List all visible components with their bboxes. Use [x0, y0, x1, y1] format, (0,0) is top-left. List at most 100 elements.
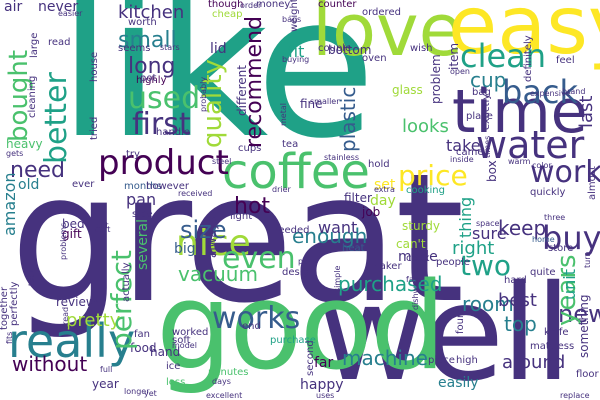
word-extra: extra	[374, 185, 395, 194]
word-gift: gift	[62, 227, 82, 241]
word-though: though	[208, 0, 244, 10]
word-made: made	[398, 249, 438, 265]
word-lid: lid	[210, 41, 227, 57]
word-space: space	[476, 219, 500, 228]
word-big: big	[174, 241, 196, 257]
word-keep: keep	[498, 216, 547, 240]
word-piece: piece	[428, 355, 455, 366]
word-quickly: quickly	[530, 187, 566, 198]
word-handle: handle	[156, 127, 191, 138]
word-time: time	[452, 77, 588, 147]
word-home: home	[532, 235, 555, 244]
word-place: place	[466, 111, 493, 122]
word-plastic: plastic	[336, 86, 360, 152]
word-longer: longer	[124, 387, 150, 396]
word-three: three	[544, 213, 566, 222]
word-times: times	[483, 135, 492, 158]
word-work: work	[530, 155, 600, 190]
word-needed: needed	[272, 225, 310, 236]
word-several: several	[135, 218, 151, 270]
word-unit: unit	[560, 269, 579, 300]
word-love: love	[312, 0, 463, 72]
word-pan: pan	[126, 190, 157, 209]
word-better: better	[39, 72, 74, 164]
word-knife: knife	[544, 327, 569, 338]
word-end: end	[242, 321, 261, 332]
word-highly: highly	[136, 75, 167, 86]
word-top: top	[504, 312, 537, 336]
word-drier: drier	[272, 185, 291, 194]
word-tea: tea	[282, 139, 299, 150]
word-year: year	[92, 377, 119, 391]
word-cheap: cheap	[212, 9, 243, 20]
word-vacuum: vacuum	[178, 262, 258, 286]
word-easy: easy	[448, 0, 600, 72]
word-looks: looks	[402, 116, 449, 137]
word-hard: hard	[504, 275, 527, 286]
word-pretty: pretty	[66, 310, 121, 331]
word-problems: problems	[59, 222, 68, 260]
word-without: without	[12, 352, 88, 376]
word-well: well	[318, 257, 572, 400]
word-long: long	[128, 54, 176, 79]
word-first: first	[132, 107, 191, 142]
word-wish: wish	[410, 43, 433, 54]
word-best: best	[498, 290, 537, 311]
word-good: good	[156, 258, 446, 397]
word-design: design	[282, 267, 316, 278]
word-hand: hand	[150, 345, 181, 359]
word-easily: easily	[438, 375, 479, 391]
word-easier: easier	[58, 9, 83, 18]
word-filter: filter	[344, 191, 372, 205]
word-however: however	[146, 181, 189, 192]
word-even: even	[222, 241, 296, 276]
word-gets: gets	[6, 149, 24, 158]
word-need: need	[10, 158, 65, 183]
word-uses: uses	[316, 391, 335, 400]
word-used: used	[128, 81, 201, 116]
word-cut: cut	[96, 221, 109, 230]
word-seems: seems	[118, 43, 151, 54]
word-item: item	[447, 42, 461, 70]
word-heavy: heavy	[6, 137, 43, 151]
word-heat: heat	[342, 243, 365, 254]
word-weight: weight	[289, 0, 300, 32]
word-back: back	[502, 73, 579, 111]
word-glass: glass	[392, 83, 423, 97]
word-nice: nice	[176, 223, 251, 264]
word-set: set	[374, 177, 396, 193]
word-fits: fits	[5, 331, 14, 344]
word-tried: tried	[89, 116, 100, 140]
word-large: large	[29, 32, 40, 58]
word-oven: oven	[362, 53, 387, 64]
word-happy: happy	[300, 377, 344, 393]
word-took: took	[27, 268, 36, 286]
word-want: want	[318, 218, 358, 237]
word-turn: turn	[583, 251, 592, 268]
word-simple: simple	[333, 265, 342, 292]
word-yet: yet	[144, 389, 157, 398]
word-kitchen: kitchen	[118, 2, 185, 23]
word-cups: cups	[238, 143, 262, 154]
word-ice: ice	[166, 361, 181, 372]
word-order: order	[240, 1, 262, 10]
word-size: size	[180, 216, 227, 244]
word-smaller: smaller	[310, 97, 340, 106]
word-price: price	[398, 159, 468, 192]
word-worth: worth	[128, 17, 157, 28]
word-far: far	[314, 355, 334, 371]
word-clean: clean	[460, 37, 547, 75]
word-try: try	[126, 149, 140, 160]
word-last: last	[576, 95, 597, 128]
word-take: take	[446, 136, 481, 155]
word-came: came	[456, 147, 484, 158]
word-buying: buying	[282, 55, 310, 64]
word-received: received	[178, 189, 213, 198]
word-bottom: bottom	[328, 43, 372, 57]
word-room: room	[462, 292, 514, 316]
word-inside: inside	[450, 155, 474, 164]
word-sure: sure	[472, 224, 507, 243]
word-months: months	[124, 181, 162, 192]
word-purchase: purchase	[270, 335, 316, 346]
word-bag: bag	[472, 87, 491, 98]
